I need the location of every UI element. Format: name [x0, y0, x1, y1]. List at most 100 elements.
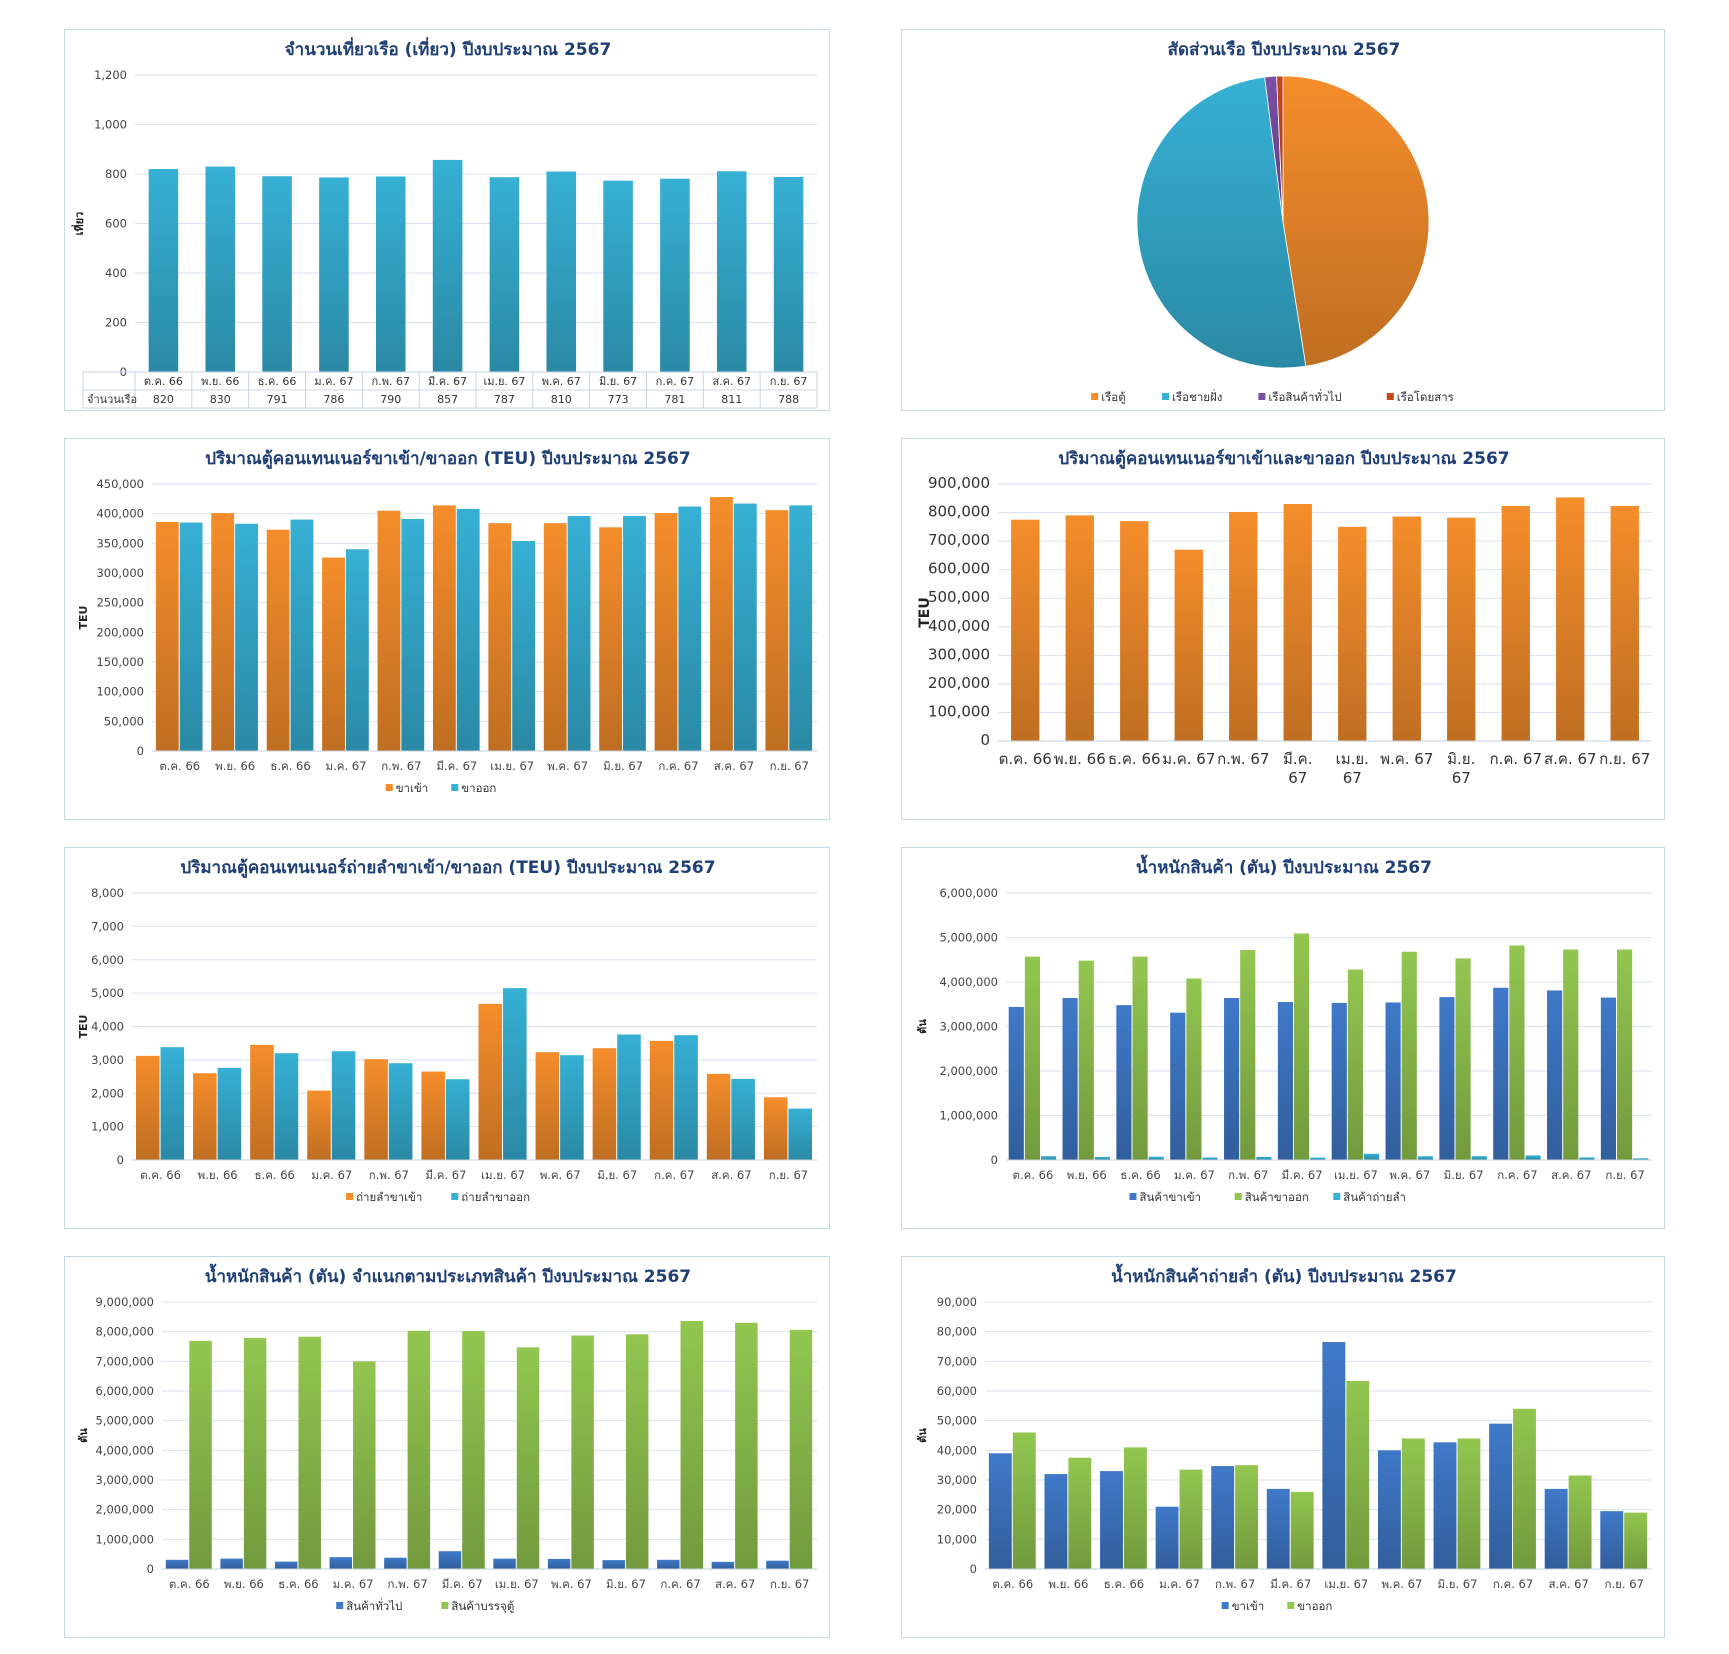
x-tick-label: ก.ย. 67 — [770, 1577, 809, 1591]
chart-title: น้ำหนักสินค้า (ตัน) ปีงบประมาณ 2567 — [1136, 854, 1432, 878]
legend-swatch-3 — [1258, 393, 1266, 400]
bar-3 — [1256, 1156, 1272, 1160]
y-tick-label: 6,000 — [91, 953, 124, 967]
chart-title: น้ำหนักสินค้า (ตัน) จำแนกตามประเภทสินค้า… — [205, 1263, 691, 1287]
chart-panel-transship-teu: ปริมาณตู้คอนเทนเนอร์ถ่ายลำขาเข้า/ขาออก (… — [64, 847, 830, 1229]
legend-label: สินค้าขาเข้า — [1140, 1190, 1202, 1204]
transship-teu-bar-chart: ปริมาณตู้คอนเทนเนอร์ถ่ายลำขาเข้า/ขาออก (… — [77, 857, 817, 1204]
legend-swatch-2 — [1234, 1193, 1242, 1200]
bar-2 — [407, 1330, 431, 1569]
y-tick-label: 30,000 — [937, 1473, 977, 1487]
bar-2 — [623, 516, 646, 751]
bar-2 — [1078, 960, 1094, 1160]
y-tick-label: 2,000 — [91, 1086, 124, 1100]
data-table-value: 790 — [380, 393, 401, 406]
x-tick-label: มี.ค. 67 — [442, 1577, 483, 1591]
x-tick-label: ธ.ค. 66 — [258, 375, 297, 388]
bar-1 — [421, 1071, 445, 1160]
bar-1 — [250, 1044, 274, 1160]
y-tick-label: 100,000 — [96, 685, 144, 699]
x-tick-label: ธ.ค. 66 — [1108, 750, 1161, 768]
y-tick-label: 6,000,000 — [95, 1384, 154, 1398]
y-tick-label: 200,000 — [928, 674, 990, 692]
x-tick-label: มี.ค. 67 — [1282, 1168, 1323, 1182]
y-tick-label: 4,000 — [91, 1020, 124, 1034]
y-tick-label: 200,000 — [96, 625, 144, 639]
y-tick-label: 0 — [137, 744, 144, 758]
bar-1 — [1283, 503, 1312, 741]
y-tick-label: 7,000,000 — [95, 1354, 154, 1368]
bar-2 — [1347, 969, 1363, 1160]
bar-1 — [710, 497, 733, 751]
y-tick-label: 350,000 — [96, 536, 144, 550]
x-tick-label: ต.ค. 66 — [144, 375, 183, 388]
y-tick-label: 450,000 — [96, 477, 144, 491]
x-tick-label: ม.ค. 67 — [1162, 750, 1215, 768]
bar-2 — [731, 1078, 755, 1160]
bar-1 — [1377, 1450, 1401, 1569]
bar-1 — [546, 171, 577, 372]
bar-1 — [1433, 1442, 1457, 1569]
bar-1 — [135, 1055, 160, 1160]
x-tick-label: ก.พ. 67 — [1228, 1168, 1268, 1182]
bar-2 — [462, 1331, 485, 1569]
bar-3 — [1417, 1156, 1433, 1160]
chart-panel-vessel-share: สัดส่วนเรือ ปีงบประมาณ 2567 เรือตู้ เรือชา… — [901, 29, 1665, 411]
container-in-out-bar-chart: ปริมาณตู้คอนเทนเนอร์ขาเข้า/ขาออก (TEU) ป… — [77, 448, 817, 795]
bar-1 — [654, 513, 678, 751]
y-tick-label: 20,000 — [937, 1503, 977, 1517]
y-axis-label: TEU — [77, 1015, 90, 1039]
y-tick-label: 900,000 — [928, 474, 990, 492]
bar-1 — [364, 1059, 388, 1160]
bar-2 — [1513, 1408, 1536, 1569]
container-total-bar-chart: ปริมาณตู้คอนเทนเนอร์ขาเข้าและขาออก ปีงบป… — [917, 448, 1652, 787]
x-tick-label: พ.ย. 66 — [198, 1168, 238, 1182]
bar-2 — [560, 1055, 584, 1160]
data-table-value: 830 — [210, 393, 231, 406]
bar-1 — [1322, 1342, 1346, 1569]
x-tick-label: ส.ค. 67 — [715, 1577, 755, 1591]
data-table-series-label: จำนวนเรือ — [87, 393, 137, 406]
bar-1 — [329, 1557, 353, 1569]
legend-label: ขาออก — [461, 781, 496, 795]
x-tick-label: ก.พ. 67 — [1215, 1577, 1255, 1591]
y-tick-label: 300,000 — [96, 566, 144, 580]
x-tick-label: เม.ย. — [1336, 750, 1369, 768]
bar-3 — [1148, 1156, 1164, 1160]
legend-label: สินค้าขาออก — [1245, 1190, 1309, 1204]
chart-panel-cargo-by-type: น้ำหนักสินค้า (ตัน) จำแนกตามประเภทสินค้า… — [64, 1256, 830, 1638]
x-tick-label: ธ.ค. 66 — [270, 759, 310, 773]
bar-2 — [1401, 951, 1417, 1160]
x-tick-label: มิ.ย. 67 — [606, 1577, 646, 1591]
y-axis-label: เที่ยว — [71, 212, 86, 236]
legend-swatch-4 — [1386, 393, 1394, 400]
x-tick-label: 67 — [1343, 769, 1362, 787]
x-tick-label: มิ.ย. — [1447, 750, 1475, 768]
bar-2 — [617, 1034, 641, 1160]
y-tick-label: 0 — [980, 731, 990, 749]
data-table-value: 857 — [437, 393, 458, 406]
legend-swatch-1 — [1221, 1602, 1229, 1609]
bar-2 — [1563, 949, 1579, 1160]
chart-title: จำนวนเที่ยวเรือ (เที่ยว) ปีงบประมาณ 2567 — [285, 37, 612, 60]
y-tick-label: 150,000 — [96, 655, 144, 669]
bar-1 — [489, 177, 520, 372]
y-tick-label: 300,000 — [928, 645, 990, 663]
x-tick-label: ก.ค. 67 — [658, 759, 698, 773]
bar-1 — [1385, 1002, 1401, 1160]
y-tick-label: 5,000,000 — [95, 1414, 154, 1428]
bar-1 — [1229, 511, 1258, 741]
bar-1 — [1439, 997, 1455, 1160]
chart-panel-vessel-trips: จำนวนเที่ยวเรือ (เที่ยว) ปีงบประมาณ 2567… — [64, 29, 830, 411]
bar-1 — [603, 180, 633, 372]
x-tick-label: ม.ค. 67 — [326, 759, 367, 773]
y-tick-label: 1,200 — [94, 68, 127, 82]
bar-1 — [1600, 1511, 1624, 1569]
x-tick-label: ธ.ค. 66 — [255, 1168, 295, 1182]
x-tick-label: พ.ค. 67 — [551, 1577, 592, 1591]
bar-1 — [1011, 519, 1040, 741]
x-tick-label: ต.ค. 66 — [1013, 1168, 1054, 1182]
bar-1 — [1610, 505, 1639, 741]
chart-panel-container-in-out: ปริมาณตู้คอนเทนเนอร์ขาเข้า/ขาออก (TEU) ป… — [64, 438, 830, 820]
x-tick-label: ส.ค. 67 — [1544, 750, 1597, 768]
